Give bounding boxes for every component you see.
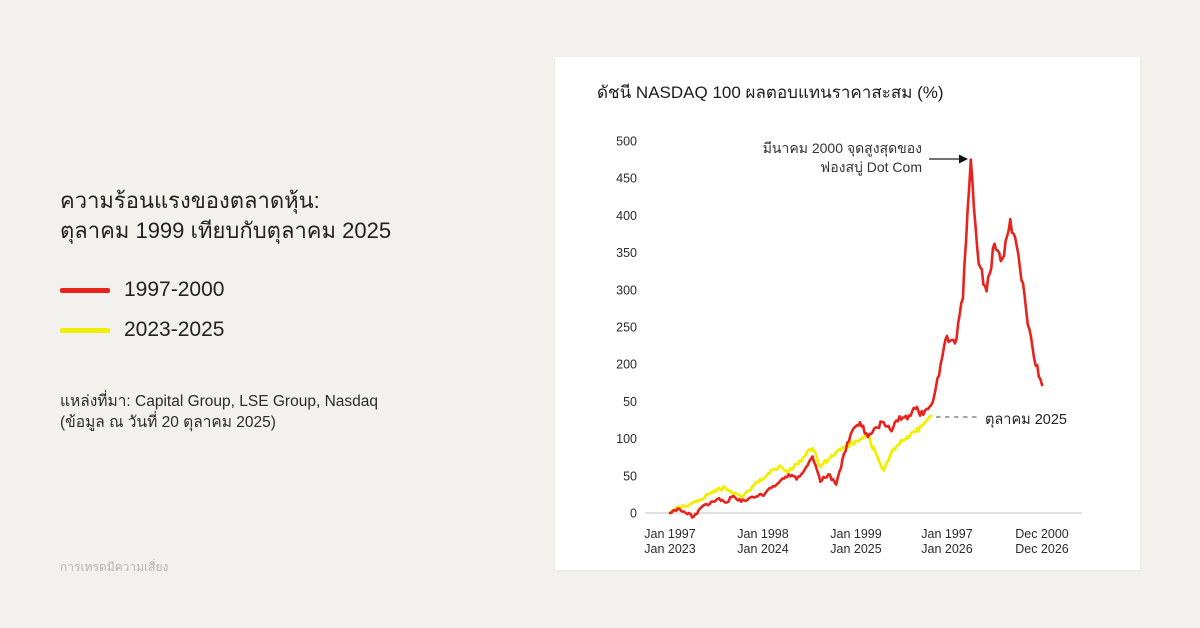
y-tick-label: 50 xyxy=(623,469,637,483)
annotation-oct-2025: ตุลาคม 2025 xyxy=(985,412,1067,428)
x-tick-label: Dec 2026 xyxy=(1015,542,1069,556)
x-tick-label: Jan 2024 xyxy=(737,542,788,556)
legend-item-1997-2000: 1997-2000 xyxy=(60,270,224,310)
source-note: แหล่งที่มา: Capital Group, LSE Group, Na… xyxy=(60,391,378,433)
y-tick-label: 100 xyxy=(616,432,637,446)
annotation-dotcom-line2: ฟองสบู่ Dot Com xyxy=(820,159,922,175)
x-tick-label: Dec 2000 xyxy=(1015,527,1069,541)
chart-card: ดัชนี NASDAQ 100 ผลตอบแทนราคาสะสม (%) 50… xyxy=(555,57,1140,570)
y-tick-label: 450 xyxy=(616,172,637,186)
x-tick-label: Jan 1997 xyxy=(644,527,695,541)
x-tick-label: Jan 1999 xyxy=(830,527,881,541)
x-tick-label: Jan 2023 xyxy=(644,542,695,556)
risk-disclaimer: การเทรดมีความเสี่ยง xyxy=(60,560,169,574)
series-line-1997-2000 xyxy=(668,158,1044,519)
y-tick-label: 350 xyxy=(616,246,637,260)
legend-item-2023-2025: 2023-2025 xyxy=(60,310,224,350)
headline-line1: ความร้อนแรงของตลาดหุ้น: xyxy=(60,188,320,213)
annotation-dotcom-line1: มีนาคม 2000 จุดสูงสุดของ xyxy=(762,140,922,156)
x-tick-label: Jan 1998 xyxy=(737,527,788,541)
headline-line2: ตุลาคม 1999 เทียบกับตุลาคม 2025 xyxy=(60,218,392,243)
y-tick-label: 500 xyxy=(616,135,637,149)
legend: 1997-2000 2023-2025 xyxy=(60,270,224,350)
legend-label: 2023-2025 xyxy=(124,318,225,341)
y-tick-label: 400 xyxy=(616,209,637,223)
x-tick-label: Jan 2025 xyxy=(830,542,881,556)
chart-title: ดัชนี NASDAQ 100 ผลตอบแทนราคาสะสม (%) xyxy=(597,83,944,102)
y-tick-label: 50 xyxy=(623,395,637,409)
legend-label: 1997-2000 xyxy=(124,278,225,301)
annotation-dotcom-peak: มีนาคม 2000 จุดสูงสุดของ ฟองสบู่ Dot Com xyxy=(763,139,922,177)
dotcom-peak-arrow xyxy=(929,154,968,164)
source-line1: แหล่งที่มา: Capital Group, LSE Group, Na… xyxy=(60,393,378,410)
x-tick-label: Jan 1997 xyxy=(921,527,972,541)
y-tick-label: 300 xyxy=(616,283,637,297)
legend-swatch-red xyxy=(60,287,110,293)
legend-swatch-yellow xyxy=(60,327,110,333)
y-tick-label: 250 xyxy=(616,321,637,335)
x-tick-label: Jan 2026 xyxy=(921,542,972,556)
y-tick-label: 200 xyxy=(616,358,637,372)
y-tick-label: 0 xyxy=(630,507,637,521)
headline: ความร้อนแรงของตลาดหุ้น: ตุลาคม 1999 เทีย… xyxy=(60,186,391,246)
source-line2: (ข้อมูล ณ วันที่ 20 ตุลาคม 2025) xyxy=(60,414,276,431)
series-line-2023-2025 xyxy=(668,414,933,515)
